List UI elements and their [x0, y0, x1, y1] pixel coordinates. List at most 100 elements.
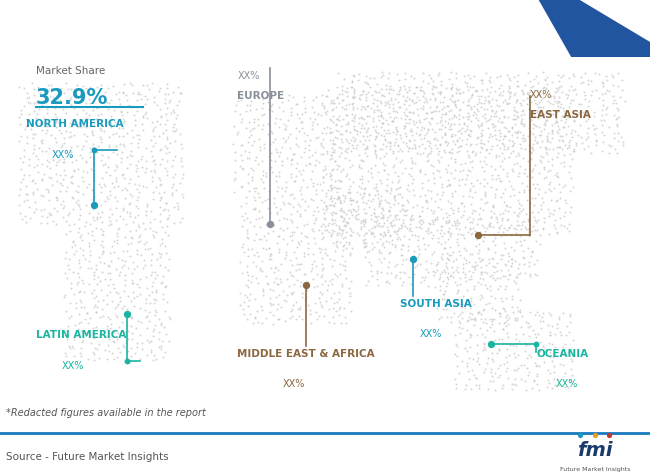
Point: [157, 224, 167, 231]
Point: [298, 149, 309, 156]
Point: [28, 134, 38, 142]
Point: [156, 193, 166, 200]
Point: [418, 69, 428, 77]
Point: [242, 293, 252, 301]
Point: [347, 78, 358, 86]
Point: [462, 122, 472, 130]
Point: [515, 238, 525, 245]
Point: [508, 147, 518, 155]
Point: [131, 103, 142, 111]
Point: [105, 217, 115, 225]
Point: [426, 234, 437, 242]
Point: [462, 286, 473, 294]
Point: [287, 190, 297, 198]
Point: [532, 138, 542, 145]
Point: [618, 139, 628, 146]
Point: [491, 107, 501, 114]
Point: [299, 252, 309, 259]
Point: [420, 274, 430, 281]
Point: [490, 248, 501, 256]
Point: [372, 81, 382, 88]
Point: [315, 222, 326, 229]
Point: [432, 136, 442, 143]
Point: [42, 213, 52, 221]
Point: [328, 209, 338, 216]
Point: [473, 278, 483, 285]
Point: [424, 71, 434, 79]
Point: [66, 133, 76, 140]
Point: [90, 301, 101, 309]
Point: [274, 292, 285, 299]
Point: [486, 83, 496, 91]
Point: [517, 206, 528, 213]
Point: [454, 106, 465, 114]
Point: [532, 372, 542, 380]
Point: [502, 172, 512, 180]
Point: [490, 193, 501, 201]
Point: [523, 104, 534, 112]
Point: [479, 223, 489, 231]
Point: [455, 251, 465, 258]
Point: [485, 377, 495, 385]
Point: [94, 333, 105, 341]
Point: [315, 288, 325, 295]
Point: [311, 190, 321, 198]
Point: [352, 142, 362, 149]
Point: [307, 151, 317, 159]
Point: [320, 297, 331, 305]
Point: [525, 323, 536, 330]
Point: [334, 162, 345, 169]
Text: EAST ASIA: EAST ASIA: [530, 110, 591, 120]
Point: [523, 323, 533, 331]
Point: [514, 200, 525, 207]
Point: [365, 84, 375, 91]
Point: [96, 110, 107, 117]
Point: [376, 91, 387, 99]
Point: [438, 103, 448, 111]
Point: [79, 122, 89, 130]
Point: [394, 76, 404, 84]
Point: [450, 103, 461, 110]
Point: [506, 221, 516, 229]
Point: [118, 115, 128, 123]
Point: [46, 81, 56, 89]
Point: [526, 354, 536, 361]
Point: [473, 249, 484, 256]
Point: [23, 98, 33, 106]
Point: [380, 197, 390, 204]
Point: [138, 113, 148, 121]
Point: [343, 207, 353, 214]
Point: [472, 134, 482, 142]
Point: [263, 130, 274, 138]
Point: [463, 109, 473, 117]
Point: [408, 247, 419, 255]
Point: [526, 148, 537, 156]
Point: [129, 294, 139, 302]
Point: [393, 172, 403, 180]
Point: [543, 136, 554, 144]
Point: [111, 266, 121, 273]
Point: [482, 145, 492, 153]
Point: [348, 89, 359, 96]
Point: [359, 189, 369, 196]
Point: [327, 106, 337, 114]
Point: [418, 102, 428, 110]
Point: [232, 131, 242, 138]
Point: [55, 143, 66, 151]
Point: [532, 370, 542, 378]
Point: [299, 249, 309, 256]
Point: [453, 312, 463, 320]
Point: [382, 198, 392, 206]
Point: [369, 95, 379, 103]
Point: [502, 320, 513, 328]
Point: [36, 102, 47, 109]
Point: [127, 104, 137, 111]
Point: [508, 341, 518, 349]
Point: [512, 113, 523, 120]
Point: [66, 179, 77, 187]
Point: [325, 169, 335, 177]
Point: [406, 154, 417, 162]
Point: [418, 218, 428, 225]
Point: [348, 145, 358, 152]
Point: [78, 246, 88, 254]
